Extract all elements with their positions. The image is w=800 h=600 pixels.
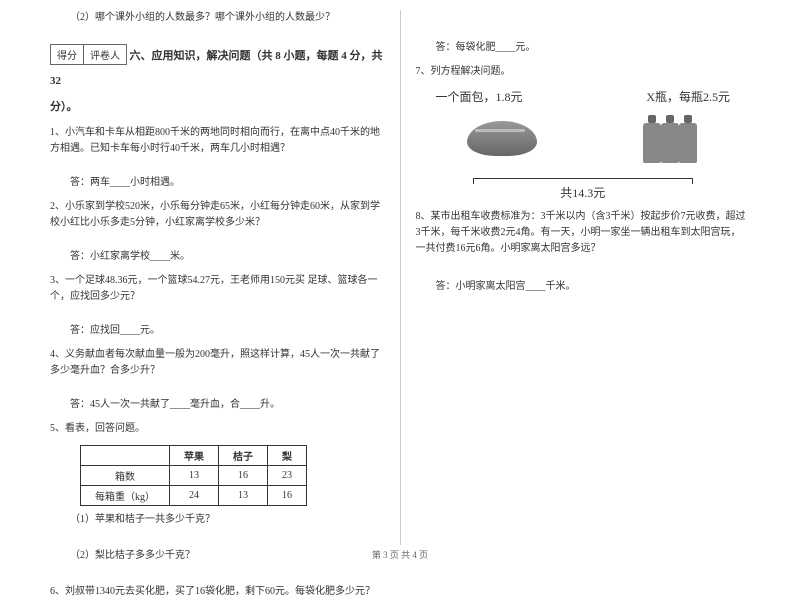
product-images [416, 113, 751, 163]
problem-2: 2、小乐家到学校520米，小乐每分钟走65米，小红每分钟走60米，从家到学校小红… [50, 199, 385, 231]
row1-label: 箱数 [81, 465, 170, 485]
problem-8: 8、某市出租车收费标准为：3千米以内（含3千米）按起步价7元收费，超过3千米，每… [416, 209, 751, 257]
problem-5a: （1）苹果和桔子一共多少千克？ [50, 512, 385, 528]
brace-icon [473, 178, 693, 179]
problem-6: 6、刘叔带1340元去买化肥，买了16袋化肥，剩下60元。每袋化肥多少元？ [50, 584, 385, 600]
page-footer: 第 3 页 共 4 页 [0, 548, 800, 561]
row1-c2: 16 [219, 465, 268, 485]
answer-3: 答：应找回____元。 [50, 323, 385, 339]
score-label: 得分 [51, 45, 84, 64]
bread-label: 一个面包，1.8元 [436, 88, 523, 105]
bread-icon [467, 121, 537, 156]
th-orange: 桔子 [219, 445, 268, 465]
row2-c1: 24 [170, 485, 219, 505]
row2-c2: 13 [219, 485, 268, 505]
th-blank [81, 445, 170, 465]
score-box: 得分 评卷人 [50, 44, 127, 65]
problem-1: 1、小汽车和卡车从相距800千米的两地同时相向而行，在离中点40千米的地方相遇。… [50, 125, 385, 157]
column-divider [400, 10, 401, 545]
question-2-sub: （2）哪个课外小组的人数最多？哪个课外小组的人数最少？ [50, 10, 385, 26]
total-label: 共14.3元 [416, 184, 751, 201]
answer-2: 答：小红家离学校____米。 [50, 249, 385, 265]
answer-6: 答：每袋化肥____元。 [416, 40, 751, 56]
bottle-label: X瓶，每瓶2.5元 [646, 88, 730, 105]
row1-c3: 23 [268, 465, 307, 485]
section-six-title-end: 分）。 [50, 101, 78, 113]
row1-c1: 13 [170, 465, 219, 485]
row2-c3: 16 [268, 485, 307, 505]
problem-5: 5、看表，回答问题。 [50, 421, 385, 437]
th-pear: 梨 [268, 445, 307, 465]
grader-label: 评卷人 [84, 45, 126, 64]
answer-4: 答：45人一次一共献了____毫升血，合____升。 [50, 397, 385, 413]
th-apple: 苹果 [170, 445, 219, 465]
problem-4: 4、义务献血者每次献血量一般为200毫升，照这样计算，45人一次一共献了多少毫升… [50, 347, 385, 379]
bottles-icon [639, 113, 699, 163]
problem-3: 3、一个足球48.36元，一个篮球54.27元，王老师用150元买 足球、篮球各… [50, 273, 385, 305]
row2-label: 每箱重（kg） [81, 485, 170, 505]
problem-7: 7、列方程解决问题。 [416, 64, 751, 80]
brace-row: 共14.3元 [416, 171, 751, 201]
answer-1: 答：两车____小时相遇。 [50, 175, 385, 191]
answer-8: 答：小明家离太阳宫____千米。 [416, 279, 751, 295]
fruit-table: 苹果 桔子 梨 箱数 13 16 23 每箱重（kg） 24 13 16 [80, 445, 307, 506]
